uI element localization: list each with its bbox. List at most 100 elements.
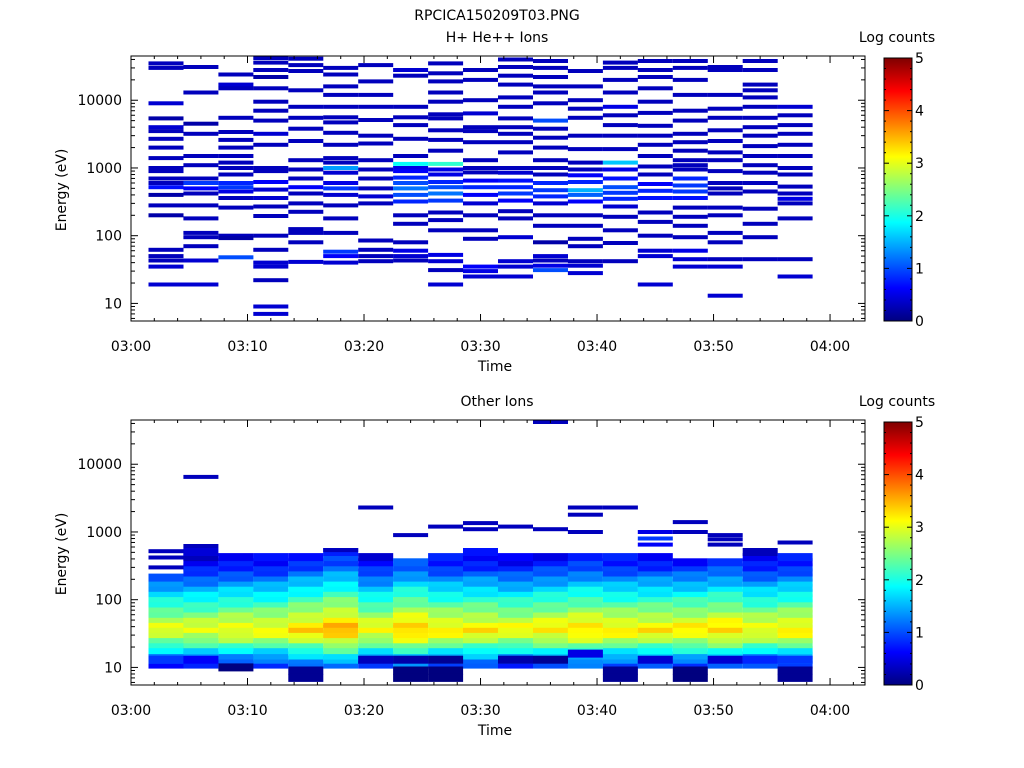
- heatmap-cell: [358, 141, 394, 146]
- heatmap-cell: [498, 609, 533, 618]
- heatmap-cell: [393, 666, 429, 675]
- heatmap-cell: [672, 646, 708, 655]
- heatmap-cell: [602, 204, 638, 209]
- heatmap-cell: [637, 182, 673, 186]
- heatmap-cell: [672, 568, 708, 577]
- heatmap-cell: [637, 110, 673, 115]
- panel-2-y-axis-label: Energy (eV): [54, 513, 70, 596]
- heatmap-cell: [253, 233, 289, 238]
- heatmap-cell: [148, 573, 184, 582]
- heatmap-cell: [183, 630, 219, 639]
- heatmap-cell: [742, 154, 778, 158]
- heatmap-cell: [393, 573, 429, 582]
- heatmap-cell: [148, 264, 184, 269]
- heatmap-cell: [428, 259, 464, 264]
- heatmap-cell: [183, 640, 219, 649]
- heatmap-cell: [428, 524, 464, 529]
- heatmap-cell: [148, 578, 184, 587]
- heatmap-cell: [463, 274, 498, 279]
- heatmap-cell: [323, 655, 359, 664]
- heatmap-cell: [742, 599, 778, 608]
- heatmap-cell: [533, 201, 568, 206]
- heatmap-cell: [183, 583, 219, 592]
- heatmap-cell: [707, 542, 743, 547]
- heatmap-cell: [777, 583, 813, 592]
- heatmap-cell: [428, 161, 464, 166]
- heatmap-cell: [567, 69, 603, 73]
- heatmap-cell: [533, 172, 568, 177]
- heatmap-cell: [183, 548, 219, 556]
- heatmap-cell: [253, 578, 289, 587]
- heatmap-cell: [567, 263, 603, 268]
- heatmap-cell: [498, 259, 533, 264]
- heatmap-cell: [672, 635, 708, 644]
- heatmap-cell: [463, 660, 498, 669]
- heatmap-cell: [602, 563, 638, 572]
- heatmap-cell: [533, 558, 568, 567]
- heatmap-cell: [183, 624, 219, 633]
- heatmap-cell: [323, 604, 359, 613]
- heatmap-cell: [358, 594, 394, 603]
- heatmap-cell: [218, 189, 254, 194]
- heatmap-cell: [637, 640, 673, 649]
- heatmap-cell: [323, 186, 359, 191]
- heatmap-cell: [428, 172, 464, 177]
- heatmap-cell: [358, 609, 394, 618]
- heatmap-cell: [288, 563, 324, 572]
- x-tick-label: 03:00: [111, 703, 151, 719]
- heatmap-cell: [498, 563, 533, 572]
- heatmap-cell: [148, 213, 184, 218]
- heatmap-cell: [567, 505, 603, 510]
- heatmap-cell: [393, 68, 429, 72]
- heatmap-cell: [498, 125, 533, 130]
- heatmap-cell: [428, 583, 464, 592]
- heatmap-cell: [707, 106, 743, 111]
- heatmap-cell: [183, 599, 219, 608]
- y-tick-label: 100: [95, 229, 122, 245]
- heatmap-cell: [393, 614, 429, 623]
- heatmap-cell: [533, 594, 568, 603]
- heatmap-cell: [602, 583, 638, 592]
- heatmap-cell: [148, 282, 184, 287]
- heatmap-cell: [672, 196, 708, 200]
- heatmap-cell: [358, 655, 394, 664]
- heatmap-cell: [288, 624, 324, 633]
- heatmap-cell: [393, 136, 429, 141]
- heatmap-cell: [393, 609, 429, 618]
- heatmap-cell: [183, 65, 219, 69]
- heatmap-cell: [567, 167, 603, 172]
- heatmap-cell: [463, 609, 498, 618]
- heatmap-cell: [428, 185, 464, 190]
- heatmap-cell: [602, 646, 638, 655]
- heatmap-cell: [742, 640, 778, 649]
- heatmap-cell: [707, 578, 743, 587]
- heatmap-cell: [533, 145, 568, 150]
- heatmap-cell: [498, 660, 533, 669]
- heatmap-cell: [602, 196, 638, 201]
- heatmap-cell: [428, 563, 464, 572]
- heatmap-cell: [672, 630, 708, 639]
- heatmap-cell: [533, 65, 568, 70]
- heatmap-cell: [637, 530, 673, 534]
- heatmap-cell: [707, 599, 743, 608]
- heatmap-cell: [498, 104, 533, 109]
- heatmap-cell: [218, 563, 254, 572]
- heatmap-cell: [323, 630, 359, 639]
- heatmap-cell: [323, 568, 359, 577]
- heatmap-cell: [288, 594, 324, 603]
- heatmap-cell: [393, 533, 429, 538]
- heatmap-cell: [742, 635, 778, 644]
- heatmap-cell: [323, 609, 359, 618]
- heatmap-cell: [358, 201, 394, 206]
- heatmap-cell: [218, 172, 254, 177]
- heatmap-cell: [288, 104, 324, 109]
- heatmap-cell: [602, 673, 638, 682]
- heatmap-cell: [533, 194, 568, 199]
- heatmap-cell: [218, 145, 254, 150]
- heatmap-cell: [358, 568, 394, 577]
- heatmap-cell: [672, 573, 708, 582]
- heatmap-cell: [253, 655, 289, 664]
- heatmap-cell: [672, 118, 708, 123]
- heatmap-cell: [742, 82, 778, 87]
- heatmap-cell: [288, 614, 324, 623]
